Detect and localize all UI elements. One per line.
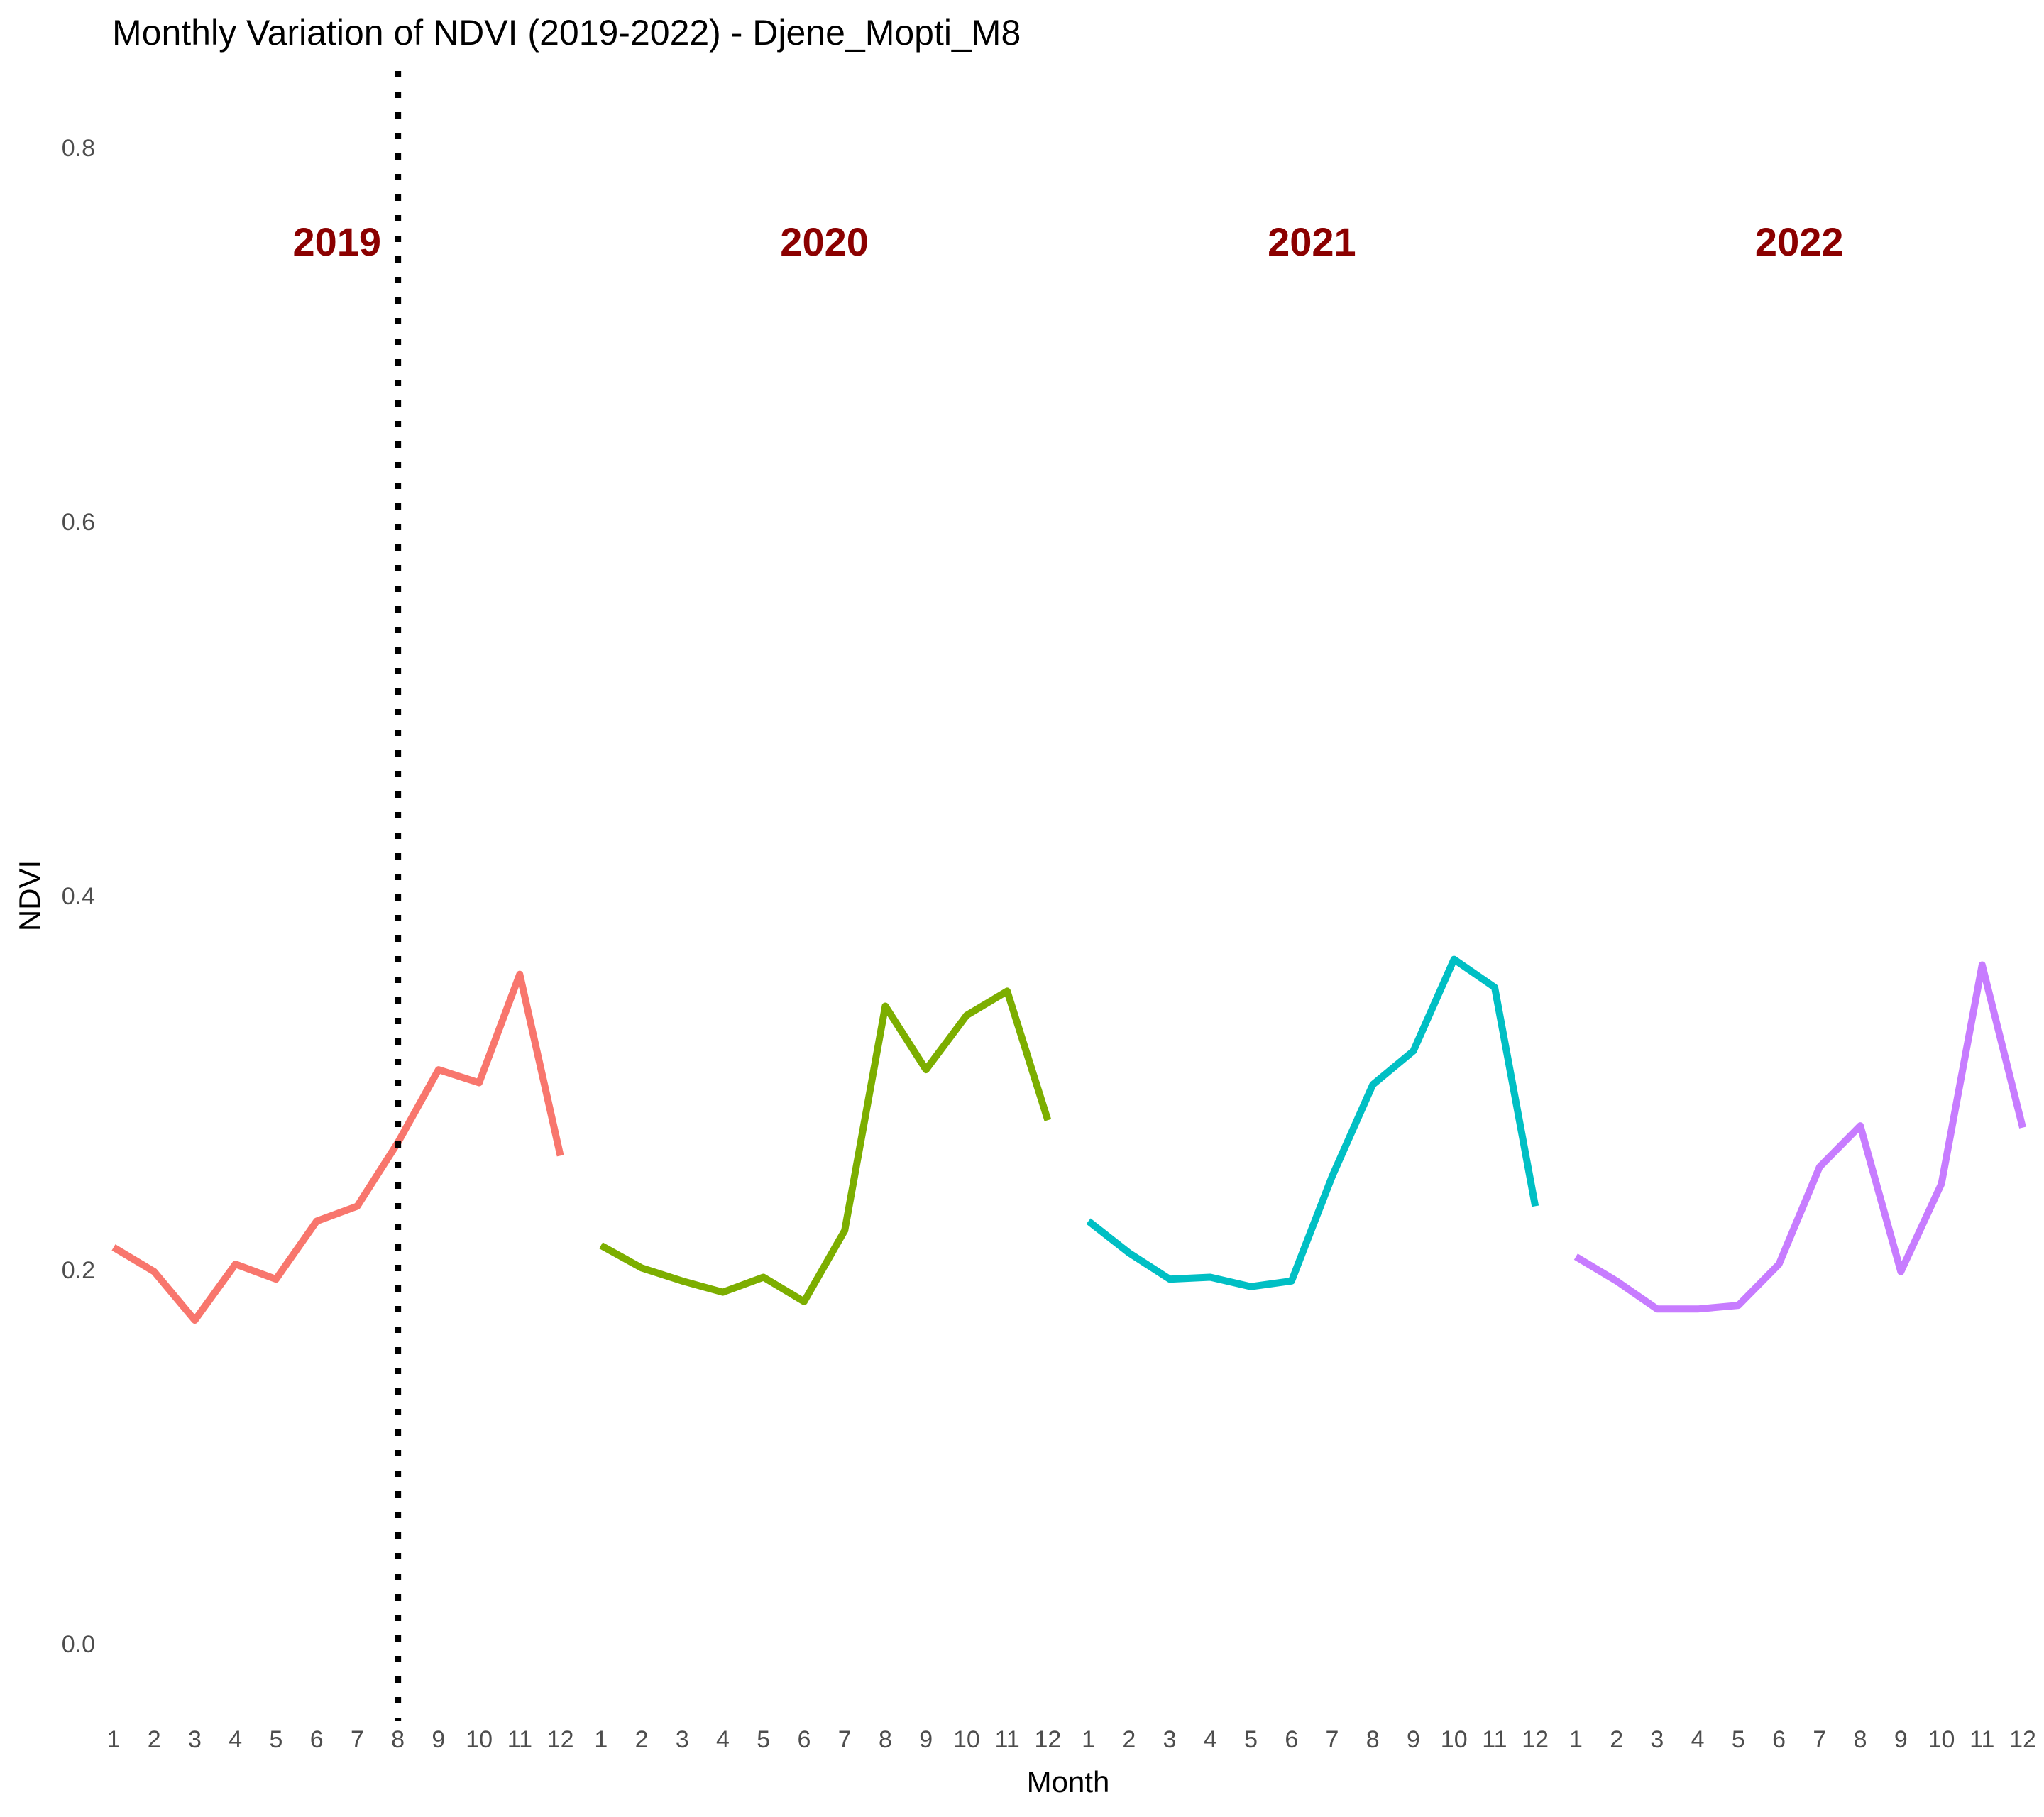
x-tick-label: 9 bbox=[432, 1726, 445, 1753]
x-tick-label: 4 bbox=[229, 1726, 242, 1753]
x-axis-title: Month bbox=[1027, 1765, 1110, 1799]
x-tick-label: 10 bbox=[953, 1726, 980, 1753]
x-tick-label: 12 bbox=[1522, 1726, 1549, 1753]
x-tick-label: 6 bbox=[1285, 1726, 1298, 1753]
x-tick-label: 4 bbox=[716, 1726, 730, 1753]
x-tick-label: 12 bbox=[547, 1726, 574, 1753]
x-tick-label: 4 bbox=[1691, 1726, 1705, 1753]
x-tick-label: 11 bbox=[1969, 1726, 1994, 1753]
x-tick-label: 5 bbox=[1244, 1726, 1258, 1753]
x-tick-label: 8 bbox=[1366, 1726, 1380, 1753]
x-tick-label: 11 bbox=[995, 1726, 1020, 1753]
year-label-2020: 2020 bbox=[780, 219, 869, 264]
x-tick-label: 2 bbox=[148, 1726, 161, 1753]
x-tick-label: 6 bbox=[1772, 1726, 1786, 1753]
x-tick-label: 5 bbox=[1732, 1726, 1745, 1753]
x-tick-label: 1 bbox=[1082, 1726, 1095, 1753]
x-tick-label: 7 bbox=[351, 1726, 364, 1753]
x-tick-label: 8 bbox=[879, 1726, 892, 1753]
year-label-2022: 2022 bbox=[1755, 219, 1844, 264]
year-label-2019: 2019 bbox=[292, 219, 381, 264]
x-tick-label: 3 bbox=[1650, 1726, 1664, 1753]
series-line-2021 bbox=[1086, 955, 1539, 1290]
x-tick-label: 7 bbox=[1326, 1726, 1339, 1753]
series-line-2022 bbox=[1573, 961, 2026, 1313]
y-axis-ticks: 0.0 0.2 0.4 0.6 0.8 bbox=[62, 135, 95, 1658]
y-tick-label: 0.6 bbox=[62, 509, 95, 536]
series-line-2019 bbox=[111, 970, 564, 1324]
x-tick-label: 1 bbox=[1569, 1726, 1583, 1753]
x-tick-label: 6 bbox=[310, 1726, 324, 1753]
x-tick-label: 11 bbox=[1482, 1726, 1507, 1753]
x-tick-label: 2 bbox=[1122, 1726, 1136, 1753]
x-tick-label: 1 bbox=[594, 1726, 608, 1753]
x-tick-label: 4 bbox=[1204, 1726, 1217, 1753]
x-tick-label: 7 bbox=[1813, 1726, 1826, 1753]
x-tick-label: 2 bbox=[635, 1726, 649, 1753]
series-lines bbox=[111, 955, 2026, 1324]
series-line-2020 bbox=[599, 987, 1052, 1305]
x-tick-label: 3 bbox=[188, 1726, 202, 1753]
x-tick-label: 10 bbox=[466, 1726, 493, 1753]
y-tick-label: 0.8 bbox=[62, 135, 95, 162]
x-tick-label: 7 bbox=[838, 1726, 852, 1753]
x-tick-label: 10 bbox=[1441, 1726, 1468, 1753]
x-tick-label: 3 bbox=[676, 1726, 689, 1753]
x-tick-label: 8 bbox=[391, 1726, 405, 1753]
x-tick-label: 6 bbox=[798, 1726, 811, 1753]
x-tick-label: 10 bbox=[1928, 1726, 1955, 1753]
y-axis-title: NDVI bbox=[13, 860, 46, 931]
y-tick-label: 0.2 bbox=[62, 1257, 95, 1284]
x-tick-label: 11 bbox=[507, 1726, 532, 1753]
x-tick-label: 3 bbox=[1163, 1726, 1177, 1753]
x-tick-label: 12 bbox=[2009, 1726, 2036, 1753]
chart-title: Monthly Variation of NDVI (2019-2022) - … bbox=[112, 13, 1021, 53]
x-tick-label: 1 bbox=[107, 1726, 121, 1753]
x-tick-label: 2 bbox=[1610, 1726, 1623, 1753]
x-tick-label: 9 bbox=[1407, 1726, 1420, 1753]
x-tick-label: 8 bbox=[1854, 1726, 1867, 1753]
x-tick-label: 5 bbox=[757, 1726, 770, 1753]
year-label-2021: 2021 bbox=[1268, 219, 1356, 264]
x-tick-label: 12 bbox=[1034, 1726, 1061, 1753]
y-tick-label: 0.0 bbox=[62, 1631, 95, 1658]
year-labels: 2019 2020 2021 2022 bbox=[292, 219, 1843, 264]
x-tick-label: 9 bbox=[919, 1726, 933, 1753]
x-axis-ticks: 1 2 3 4 5 6 7 8 9 10 11 12 1 2 3 4 5 6 7 8 9 10 11 12 1 2 3 4 5 6 7 8 9 1… bbox=[107, 1726, 2036, 1753]
x-tick-label: 5 bbox=[269, 1726, 282, 1753]
x-tick-label: 9 bbox=[1894, 1726, 1908, 1753]
y-tick-label: 0.4 bbox=[62, 883, 95, 910]
